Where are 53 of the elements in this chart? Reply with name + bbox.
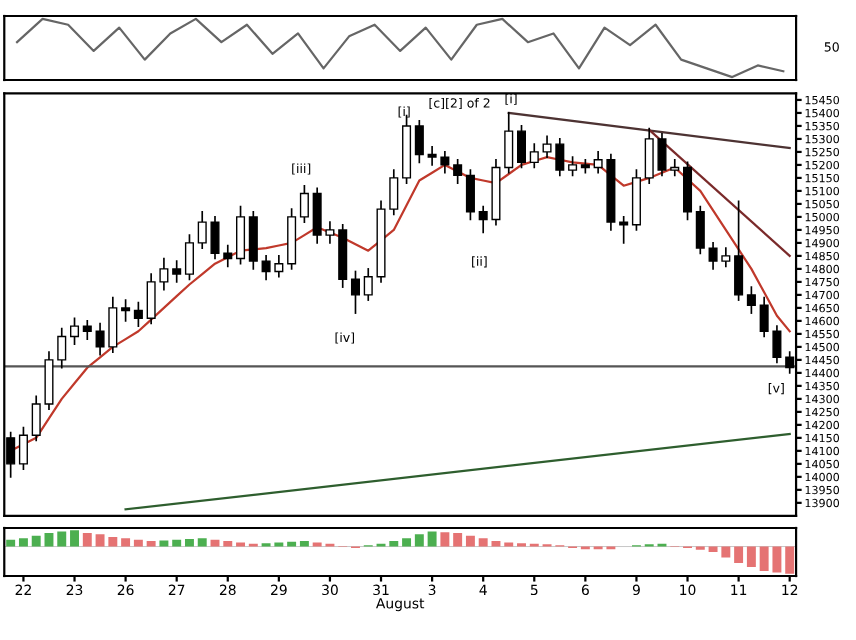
candlestick — [248, 210, 258, 270]
bar — [440, 532, 450, 547]
bar — [31, 535, 41, 547]
candlestick — [619, 216, 629, 244]
candlestick — [529, 143, 539, 169]
bar — [184, 538, 194, 547]
bar — [197, 538, 207, 547]
bar — [453, 532, 463, 547]
bar — [121, 538, 131, 547]
bar — [44, 532, 54, 547]
candlestick — [631, 169, 641, 231]
candlestick — [516, 125, 527, 169]
bar — [133, 539, 143, 547]
candlestick — [133, 301, 143, 327]
bar — [746, 546, 756, 567]
bar — [146, 541, 156, 547]
candlestick — [504, 112, 514, 174]
candlestick — [695, 205, 705, 255]
bar — [172, 539, 182, 547]
candlestick — [121, 299, 131, 322]
candlestick — [414, 119, 424, 164]
candlestick — [465, 169, 475, 221]
candlestick — [69, 317, 80, 346]
candlestick — [172, 260, 182, 283]
bar — [57, 531, 67, 547]
bar — [210, 539, 220, 547]
bar — [465, 535, 475, 547]
bar — [82, 532, 92, 547]
bar — [414, 534, 424, 547]
candlestick — [350, 270, 361, 314]
bar — [6, 539, 16, 547]
bar — [299, 541, 309, 547]
candlestick — [734, 200, 744, 301]
bar — [427, 531, 437, 547]
candlestick — [746, 286, 756, 314]
candlestick — [568, 156, 578, 177]
candlestick — [299, 184, 309, 223]
bar — [287, 541, 297, 547]
candlestick — [236, 205, 246, 265]
bar — [159, 540, 169, 547]
bar — [18, 538, 28, 547]
bar — [402, 538, 412, 547]
candlestick — [287, 208, 297, 270]
candlestick — [82, 320, 92, 340]
bar — [223, 541, 233, 547]
bar — [785, 546, 795, 574]
candlestick — [683, 161, 693, 221]
bar — [734, 546, 744, 563]
bar — [70, 530, 79, 547]
candlestick — [18, 426, 28, 470]
bar — [389, 541, 399, 547]
candlestick — [184, 234, 194, 281]
candlestick — [453, 158, 463, 184]
